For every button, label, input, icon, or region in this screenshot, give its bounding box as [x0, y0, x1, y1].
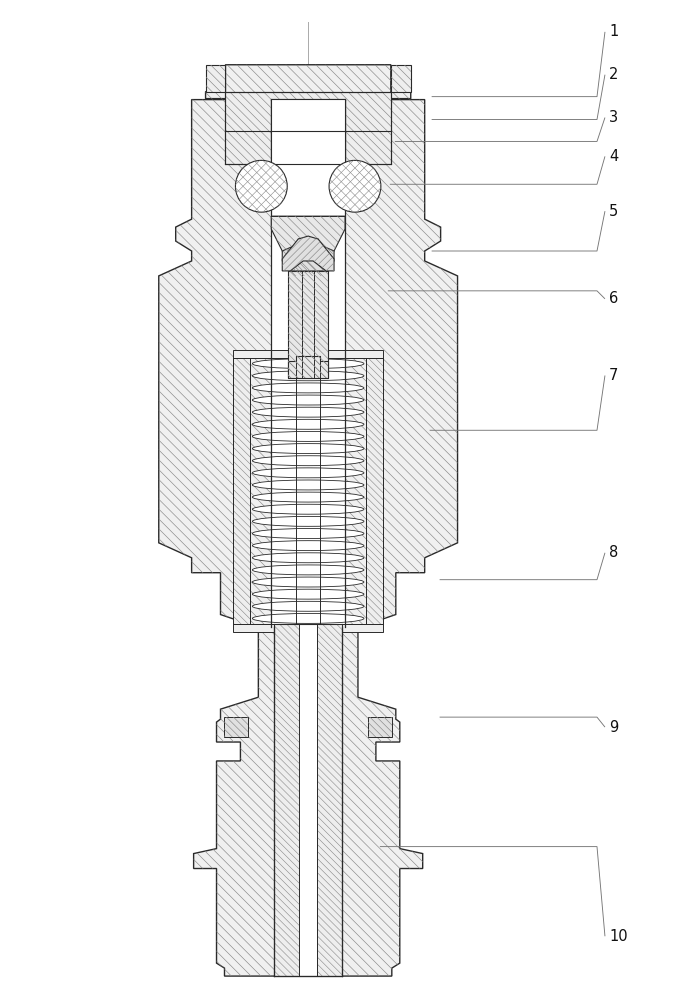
- Polygon shape: [274, 624, 299, 976]
- Bar: [299, 624, 317, 976]
- Ellipse shape: [252, 480, 364, 490]
- Ellipse shape: [252, 516, 364, 526]
- Ellipse shape: [252, 541, 364, 551]
- Ellipse shape: [252, 444, 364, 454]
- Bar: [274, 627, 342, 976]
- Ellipse shape: [252, 613, 364, 623]
- Ellipse shape: [252, 468, 364, 478]
- Text: 6: 6: [609, 291, 618, 306]
- Text: 3: 3: [609, 110, 618, 125]
- Text: 4: 4: [609, 149, 618, 164]
- Bar: [234, 350, 383, 358]
- Ellipse shape: [252, 419, 364, 429]
- Text: 1: 1: [609, 24, 618, 39]
- Polygon shape: [206, 65, 225, 92]
- Polygon shape: [288, 271, 328, 378]
- Ellipse shape: [252, 529, 364, 538]
- Polygon shape: [234, 358, 250, 624]
- Polygon shape: [225, 717, 248, 737]
- Text: 7: 7: [609, 368, 618, 383]
- Polygon shape: [225, 92, 391, 164]
- Ellipse shape: [252, 407, 364, 417]
- Text: 8: 8: [609, 545, 618, 560]
- Ellipse shape: [252, 456, 364, 466]
- Ellipse shape: [252, 577, 364, 587]
- Text: 9: 9: [609, 720, 618, 735]
- Ellipse shape: [252, 589, 364, 599]
- Bar: [274, 624, 342, 978]
- Polygon shape: [271, 216, 345, 276]
- Ellipse shape: [252, 383, 364, 393]
- Bar: [296, 356, 320, 624]
- Ellipse shape: [252, 371, 364, 381]
- Polygon shape: [391, 65, 411, 92]
- Text: 2: 2: [609, 67, 618, 82]
- Ellipse shape: [252, 359, 364, 369]
- Circle shape: [236, 160, 287, 212]
- Polygon shape: [282, 236, 334, 271]
- Text: 10: 10: [609, 929, 628, 944]
- Ellipse shape: [252, 553, 364, 563]
- Polygon shape: [282, 239, 334, 271]
- Bar: [234, 624, 383, 632]
- Ellipse shape: [252, 431, 364, 441]
- Polygon shape: [368, 717, 392, 737]
- Polygon shape: [159, 65, 457, 976]
- Polygon shape: [366, 358, 383, 624]
- Ellipse shape: [252, 395, 364, 405]
- Ellipse shape: [252, 492, 364, 502]
- Ellipse shape: [252, 601, 364, 611]
- Polygon shape: [288, 356, 328, 378]
- Text: 5: 5: [609, 204, 618, 219]
- Ellipse shape: [252, 565, 364, 575]
- Bar: [271, 100, 345, 627]
- Circle shape: [329, 160, 381, 212]
- Ellipse shape: [252, 504, 364, 514]
- Bar: [271, 99, 345, 164]
- Polygon shape: [317, 624, 342, 976]
